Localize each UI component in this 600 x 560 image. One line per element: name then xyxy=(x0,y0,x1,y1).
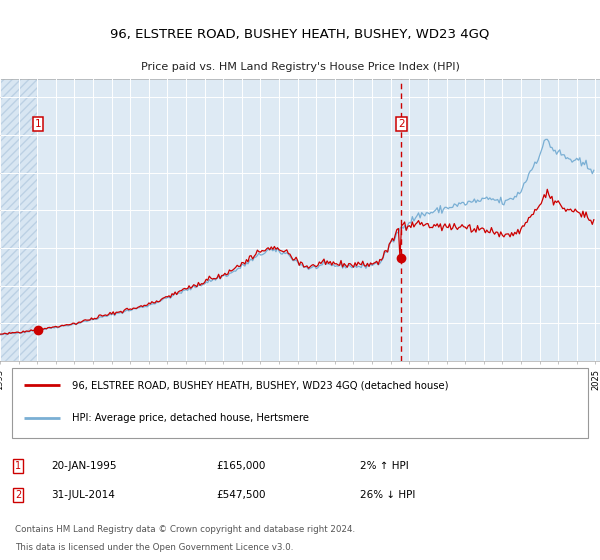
Text: 26% ↓ HPI: 26% ↓ HPI xyxy=(360,490,415,500)
Text: 2: 2 xyxy=(398,119,405,129)
Text: 31-JUL-2014: 31-JUL-2014 xyxy=(51,490,115,500)
Text: This data is licensed under the Open Government Licence v3.0.: This data is licensed under the Open Gov… xyxy=(15,543,293,552)
Text: HPI: Average price, detached house, Hertsmere: HPI: Average price, detached house, Hert… xyxy=(72,413,309,423)
Text: £547,500: £547,500 xyxy=(216,490,265,500)
Text: 96, ELSTREE ROAD, BUSHEY HEATH, BUSHEY, WD23 4GQ (detached house): 96, ELSTREE ROAD, BUSHEY HEATH, BUSHEY, … xyxy=(72,380,449,390)
Bar xyxy=(0,78,38,361)
Text: 2: 2 xyxy=(15,490,21,500)
Text: Contains HM Land Registry data © Crown copyright and database right 2024.: Contains HM Land Registry data © Crown c… xyxy=(15,525,355,534)
Text: £165,000: £165,000 xyxy=(216,461,265,471)
Text: 1: 1 xyxy=(15,461,21,471)
Bar xyxy=(0,78,38,361)
Text: 2% ↑ HPI: 2% ↑ HPI xyxy=(360,461,409,471)
Text: 20-JAN-1995: 20-JAN-1995 xyxy=(51,461,116,471)
Text: 1: 1 xyxy=(35,119,41,129)
Text: 96, ELSTREE ROAD, BUSHEY HEATH, BUSHEY, WD23 4GQ: 96, ELSTREE ROAD, BUSHEY HEATH, BUSHEY, … xyxy=(110,27,490,41)
FancyBboxPatch shape xyxy=(12,367,588,437)
Text: Price paid vs. HM Land Registry's House Price Index (HPI): Price paid vs. HM Land Registry's House … xyxy=(140,63,460,72)
